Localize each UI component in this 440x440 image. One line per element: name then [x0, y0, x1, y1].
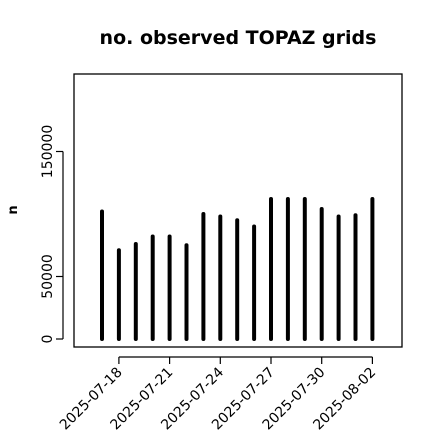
y-tick-label: 50000 [40, 254, 56, 299]
y-tick-label: 0 [40, 335, 56, 344]
y-axis-label: n [6, 205, 21, 214]
x-axis: 2025-07-182025-07-212025-07-242025-07-27… [57, 356, 379, 433]
plot-frame [73, 73, 403, 348]
y-tick-label: 150000 [40, 125, 56, 178]
chart-title: no. observed TOPAZ grids [100, 27, 377, 49]
y-axis: 0 50000 150000 [40, 125, 64, 344]
bars [100, 197, 375, 341]
